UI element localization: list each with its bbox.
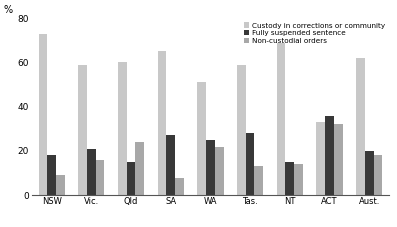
Bar	[254, 166, 263, 195]
Bar	[215, 147, 224, 195]
Bar	[285, 162, 294, 195]
Bar	[78, 65, 87, 195]
Bar	[374, 155, 382, 195]
Bar	[39, 34, 47, 195]
Bar	[158, 51, 166, 195]
Bar	[135, 142, 144, 195]
Bar	[175, 178, 184, 195]
Text: %: %	[3, 5, 12, 15]
Bar	[87, 149, 96, 195]
Bar	[294, 164, 303, 195]
Bar	[56, 175, 65, 195]
Bar	[96, 160, 104, 195]
Bar	[316, 122, 325, 195]
Bar	[365, 151, 374, 195]
Bar	[356, 58, 365, 195]
Bar	[325, 116, 334, 195]
Legend: Custody in corrections or community, Fully suspended sentence, Non-custodial ord: Custody in corrections or community, Ful…	[243, 22, 385, 45]
Bar	[197, 82, 206, 195]
Bar	[127, 162, 135, 195]
Bar	[277, 42, 285, 195]
Bar	[118, 62, 127, 195]
Bar	[237, 65, 246, 195]
Bar	[47, 155, 56, 195]
Bar	[246, 133, 254, 195]
Bar	[166, 136, 175, 195]
Bar	[334, 124, 343, 195]
Bar	[206, 140, 215, 195]
